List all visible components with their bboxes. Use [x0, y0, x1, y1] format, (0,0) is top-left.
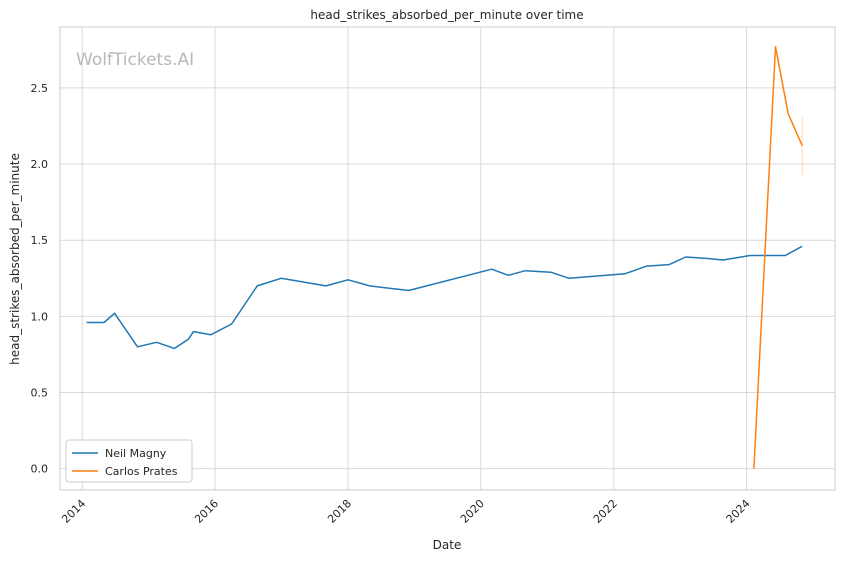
- series-layer: [86, 46, 803, 469]
- y-axis-title: head_strikes_absorbed_per_minute: [8, 153, 22, 365]
- y-tick-labels: 0.0 0.5 1.0 1.5 2.0 2.5: [31, 82, 49, 476]
- plot-frame: [59, 26, 836, 491]
- series-line-carlos-prates: [753, 46, 803, 469]
- y-tick-label: 2.0: [31, 158, 49, 171]
- legend: Neil Magny Carlos Prates: [65, 439, 193, 483]
- watermark: WolfTickets.AI: [76, 50, 194, 70]
- x-axis-title: Date: [433, 538, 462, 552]
- y-tick-label: 2.5: [31, 82, 49, 95]
- y-tick-label: 1.5: [31, 234, 49, 247]
- y-tick-label: 0.0: [31, 463, 49, 476]
- legend-label-neil-magny: Neil Magny: [105, 447, 167, 460]
- legend-label-carlos-prates: Carlos Prates: [105, 465, 178, 478]
- grid: [60, 27, 835, 490]
- series-line-neil-magny: [86, 245, 803, 350]
- chart-title: head_strikes_absorbed_per_minute over ti…: [310, 8, 583, 22]
- y-tick-label: 1.0: [31, 310, 49, 323]
- y-tick-label: 0.5: [31, 387, 49, 400]
